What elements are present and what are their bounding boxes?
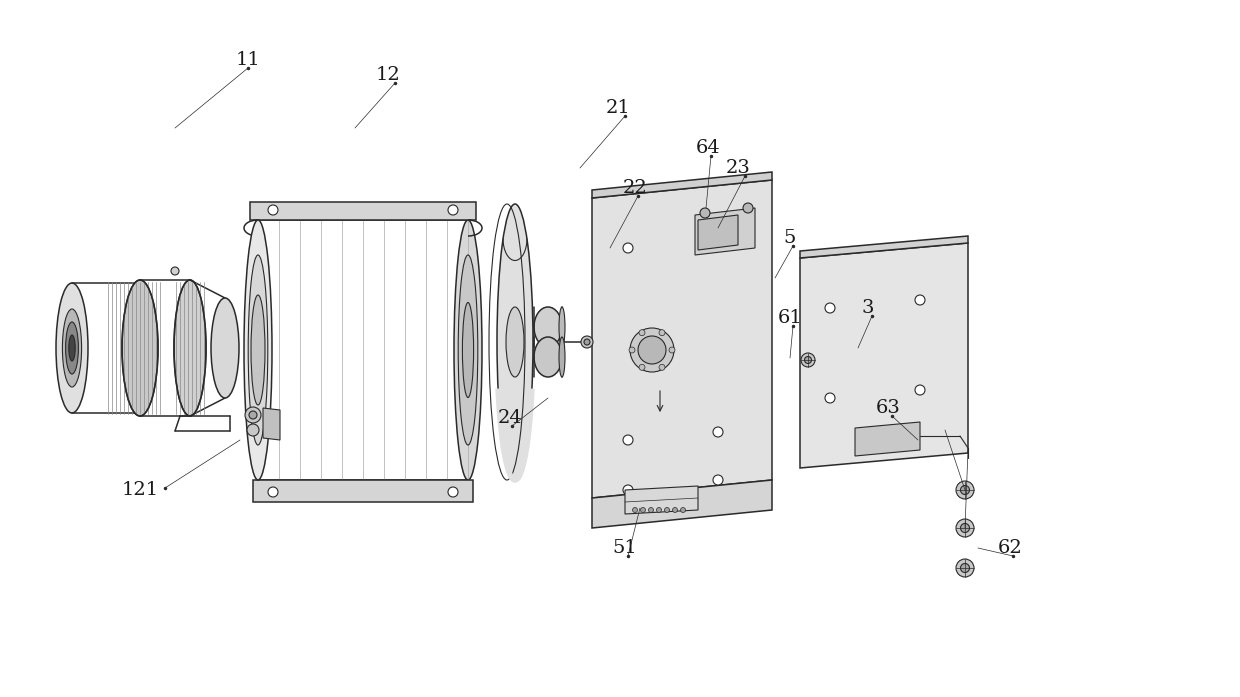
Circle shape bbox=[246, 407, 260, 423]
Circle shape bbox=[268, 487, 278, 497]
Circle shape bbox=[665, 507, 670, 512]
Ellipse shape bbox=[559, 337, 565, 377]
Polygon shape bbox=[253, 480, 472, 502]
Polygon shape bbox=[591, 480, 773, 528]
Circle shape bbox=[743, 203, 753, 213]
Ellipse shape bbox=[559, 307, 565, 347]
Text: 61: 61 bbox=[777, 309, 802, 327]
Circle shape bbox=[658, 330, 665, 336]
Text: 12: 12 bbox=[376, 66, 401, 84]
Text: 62: 62 bbox=[998, 539, 1022, 557]
Ellipse shape bbox=[534, 307, 562, 347]
Polygon shape bbox=[856, 422, 920, 456]
Circle shape bbox=[639, 330, 645, 336]
Text: 23: 23 bbox=[725, 159, 750, 177]
Polygon shape bbox=[250, 202, 476, 220]
Text: 3: 3 bbox=[862, 299, 874, 317]
Ellipse shape bbox=[122, 280, 157, 416]
Circle shape bbox=[622, 243, 632, 253]
Ellipse shape bbox=[459, 255, 477, 445]
Circle shape bbox=[825, 393, 835, 403]
Circle shape bbox=[715, 235, 725, 245]
Text: 21: 21 bbox=[605, 99, 630, 117]
Ellipse shape bbox=[211, 298, 239, 398]
Text: 63: 63 bbox=[875, 399, 900, 417]
Text: 22: 22 bbox=[622, 179, 647, 197]
Circle shape bbox=[915, 295, 925, 305]
Circle shape bbox=[632, 507, 637, 512]
Ellipse shape bbox=[68, 335, 76, 361]
Circle shape bbox=[639, 365, 645, 370]
Ellipse shape bbox=[534, 337, 562, 377]
Ellipse shape bbox=[244, 220, 272, 480]
Circle shape bbox=[658, 365, 665, 370]
Circle shape bbox=[171, 267, 179, 275]
Ellipse shape bbox=[497, 204, 533, 480]
Circle shape bbox=[713, 427, 723, 437]
Circle shape bbox=[656, 507, 661, 512]
Circle shape bbox=[249, 411, 257, 419]
Circle shape bbox=[448, 487, 458, 497]
Circle shape bbox=[584, 339, 590, 345]
Circle shape bbox=[670, 347, 675, 353]
Circle shape bbox=[641, 507, 646, 512]
Circle shape bbox=[956, 481, 973, 499]
Text: 64: 64 bbox=[696, 139, 720, 157]
Circle shape bbox=[622, 485, 632, 495]
Polygon shape bbox=[263, 408, 280, 440]
Circle shape bbox=[961, 486, 970, 494]
Circle shape bbox=[681, 507, 686, 512]
Polygon shape bbox=[698, 215, 738, 250]
Circle shape bbox=[247, 424, 259, 436]
Ellipse shape bbox=[66, 322, 78, 374]
Circle shape bbox=[448, 205, 458, 215]
Polygon shape bbox=[625, 486, 698, 514]
Circle shape bbox=[582, 336, 593, 348]
Circle shape bbox=[961, 523, 970, 533]
Circle shape bbox=[825, 303, 835, 313]
Circle shape bbox=[622, 435, 632, 445]
Circle shape bbox=[805, 356, 811, 364]
Polygon shape bbox=[591, 180, 773, 498]
Polygon shape bbox=[591, 172, 773, 198]
Circle shape bbox=[268, 205, 278, 215]
Circle shape bbox=[801, 353, 815, 367]
Polygon shape bbox=[800, 236, 968, 258]
Text: 51: 51 bbox=[613, 539, 637, 557]
Ellipse shape bbox=[56, 283, 88, 413]
Circle shape bbox=[713, 475, 723, 485]
Ellipse shape bbox=[248, 255, 268, 445]
Ellipse shape bbox=[174, 280, 206, 416]
Text: 11: 11 bbox=[236, 51, 260, 69]
Circle shape bbox=[672, 507, 677, 512]
Text: 24: 24 bbox=[497, 409, 522, 427]
Polygon shape bbox=[694, 208, 755, 255]
Circle shape bbox=[961, 563, 970, 572]
Circle shape bbox=[649, 507, 653, 512]
Ellipse shape bbox=[62, 309, 82, 387]
Circle shape bbox=[915, 385, 925, 395]
Circle shape bbox=[639, 336, 666, 364]
Text: 121: 121 bbox=[122, 481, 159, 499]
Circle shape bbox=[956, 559, 973, 577]
Text: 5: 5 bbox=[784, 229, 796, 247]
Ellipse shape bbox=[463, 302, 474, 397]
Ellipse shape bbox=[250, 295, 265, 405]
Polygon shape bbox=[800, 243, 968, 468]
Ellipse shape bbox=[506, 307, 525, 377]
Ellipse shape bbox=[454, 220, 482, 480]
Circle shape bbox=[701, 208, 711, 218]
Circle shape bbox=[630, 328, 675, 372]
Circle shape bbox=[629, 347, 635, 353]
Circle shape bbox=[956, 519, 973, 537]
